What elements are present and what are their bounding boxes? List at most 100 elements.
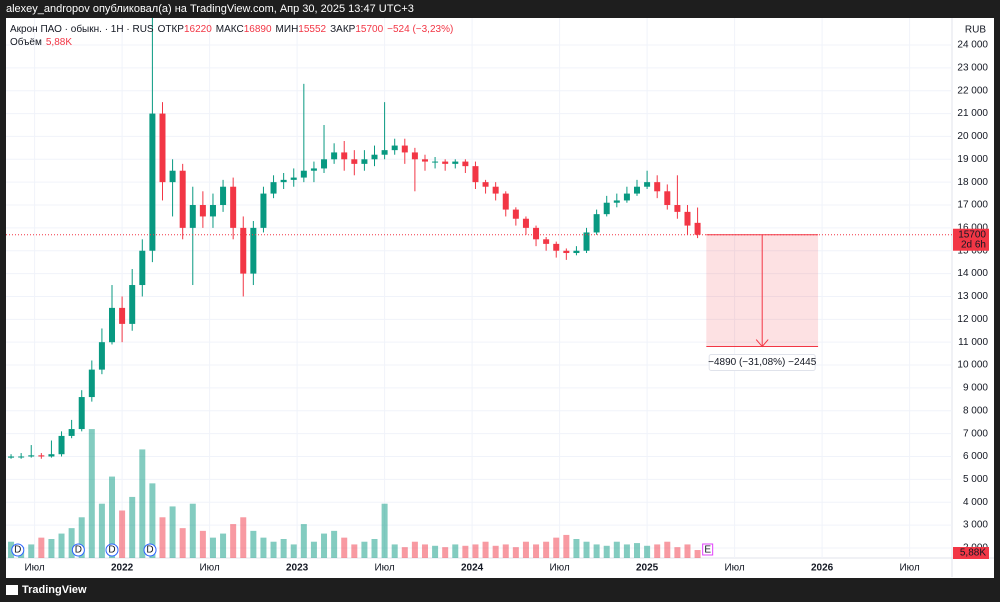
candle-body bbox=[502, 193, 509, 210]
volume-bar bbox=[290, 544, 297, 558]
volume-label: 5,88K bbox=[960, 548, 986, 559]
y-tick-label: 23 000 bbox=[957, 62, 988, 73]
y-tick-label: 20 000 bbox=[957, 131, 988, 142]
y-tick-label: 16 000 bbox=[957, 223, 988, 234]
x-tick-label: Июл bbox=[24, 563, 44, 574]
candle-body bbox=[482, 182, 489, 187]
volume-bar bbox=[472, 544, 479, 558]
volume-bar bbox=[522, 541, 529, 558]
candle-body bbox=[109, 307, 116, 343]
event-marker bbox=[11, 543, 25, 557]
volume-bar bbox=[613, 541, 620, 558]
volume-bar bbox=[462, 545, 469, 558]
volume-bar bbox=[109, 476, 116, 558]
y-tick-label: 4 000 bbox=[963, 497, 988, 508]
candle-body bbox=[230, 186, 237, 228]
volume-bar bbox=[411, 541, 418, 558]
candle-body bbox=[644, 182, 651, 187]
candle-body bbox=[250, 227, 257, 274]
volume-bar bbox=[401, 547, 408, 558]
candle-body bbox=[341, 152, 348, 160]
candle-body bbox=[48, 454, 55, 457]
volume-bar bbox=[381, 503, 388, 558]
measure-label: −4890 (−31,08%) −2445 bbox=[708, 357, 817, 368]
volume-bar bbox=[421, 544, 428, 558]
x-tick-label: 2023 bbox=[286, 563, 309, 574]
volume-bar bbox=[68, 528, 75, 558]
volume-bar bbox=[48, 539, 55, 558]
candle-body bbox=[563, 250, 570, 254]
volume-bar bbox=[179, 528, 186, 558]
candle-body bbox=[391, 145, 398, 151]
volume-label-bg bbox=[953, 547, 989, 559]
candle-body bbox=[300, 170, 307, 178]
candle-body bbox=[583, 232, 590, 251]
volume-bar bbox=[240, 517, 247, 558]
candle-body bbox=[421, 159, 428, 162]
candle-body bbox=[462, 161, 469, 167]
event-marker bbox=[105, 543, 119, 557]
event-label: D bbox=[108, 545, 115, 556]
volume-bar bbox=[684, 544, 691, 558]
candle-body bbox=[331, 152, 338, 160]
volume-bar bbox=[149, 483, 156, 558]
candle-body bbox=[220, 186, 227, 206]
candle-body bbox=[209, 205, 216, 217]
volume-bar bbox=[482, 541, 489, 558]
y-tick-label: 15 000 bbox=[957, 245, 988, 256]
candle-body bbox=[381, 150, 388, 155]
candle-body bbox=[28, 455, 35, 457]
legend: Акрон ПАО · обыкн. · 1Н · RUS ОТКР16220 МА… bbox=[10, 23, 453, 35]
volume-bar bbox=[230, 524, 237, 558]
y-tick-label: 11 000 bbox=[958, 337, 988, 348]
x-tick-label: 2024 bbox=[461, 563, 484, 574]
candle-body bbox=[371, 154, 378, 160]
volume-pane bbox=[8, 429, 701, 558]
volume-bar bbox=[321, 533, 328, 558]
candle-body bbox=[270, 182, 277, 194]
candle-body bbox=[8, 456, 15, 458]
y-tick-label: 14 000 bbox=[957, 268, 988, 279]
candle-body bbox=[68, 429, 75, 436]
x-tick-label: 2026 bbox=[811, 563, 834, 574]
volume-bar bbox=[603, 545, 610, 558]
measure-tool[interactable]: −4890 (−31,08%) −2445 bbox=[706, 234, 819, 372]
candle-body bbox=[432, 161, 439, 163]
candle-body bbox=[139, 250, 146, 286]
volume-bar bbox=[634, 543, 641, 558]
logo bbox=[6, 585, 18, 595]
candle-body bbox=[543, 239, 550, 244]
legend-high: 16890 bbox=[244, 24, 272, 35]
candle-body bbox=[674, 205, 681, 212]
candle-body bbox=[290, 177, 297, 180]
x-tick-label: Июл bbox=[199, 563, 219, 574]
volume-bar bbox=[199, 530, 206, 558]
legend-symbol: Акрон ПАО · обыкн. · 1Н · RUS bbox=[10, 23, 154, 35]
candle-body bbox=[179, 170, 186, 228]
volume-bar bbox=[159, 517, 166, 558]
candle-body bbox=[321, 159, 328, 169]
candle-body bbox=[522, 218, 529, 228]
candle-body bbox=[159, 113, 166, 183]
candle-body bbox=[533, 227, 540, 240]
legend-change: −524 (−3,23%) bbox=[387, 24, 453, 35]
event-marker bbox=[71, 543, 85, 557]
volume-bar bbox=[8, 541, 15, 558]
volume-bar bbox=[169, 506, 176, 558]
grid bbox=[6, 18, 952, 558]
volume-bar bbox=[371, 539, 378, 558]
volume-bar bbox=[209, 537, 216, 558]
candle-body bbox=[401, 145, 408, 153]
brand: TradingView bbox=[22, 584, 87, 596]
legend-volume: Объём 5,88K bbox=[10, 36, 72, 48]
volume-bar bbox=[694, 550, 701, 558]
candle-body bbox=[260, 193, 267, 228]
candle-body bbox=[472, 166, 479, 183]
volume-bar bbox=[502, 544, 509, 558]
candle-body bbox=[18, 456, 25, 458]
candle-body bbox=[593, 214, 600, 233]
y-tick-label: 19 000 bbox=[957, 154, 988, 165]
footer-brand[interactable]: TradingView bbox=[0, 578, 1000, 602]
candle-body bbox=[149, 113, 156, 251]
candle-body bbox=[664, 191, 671, 206]
